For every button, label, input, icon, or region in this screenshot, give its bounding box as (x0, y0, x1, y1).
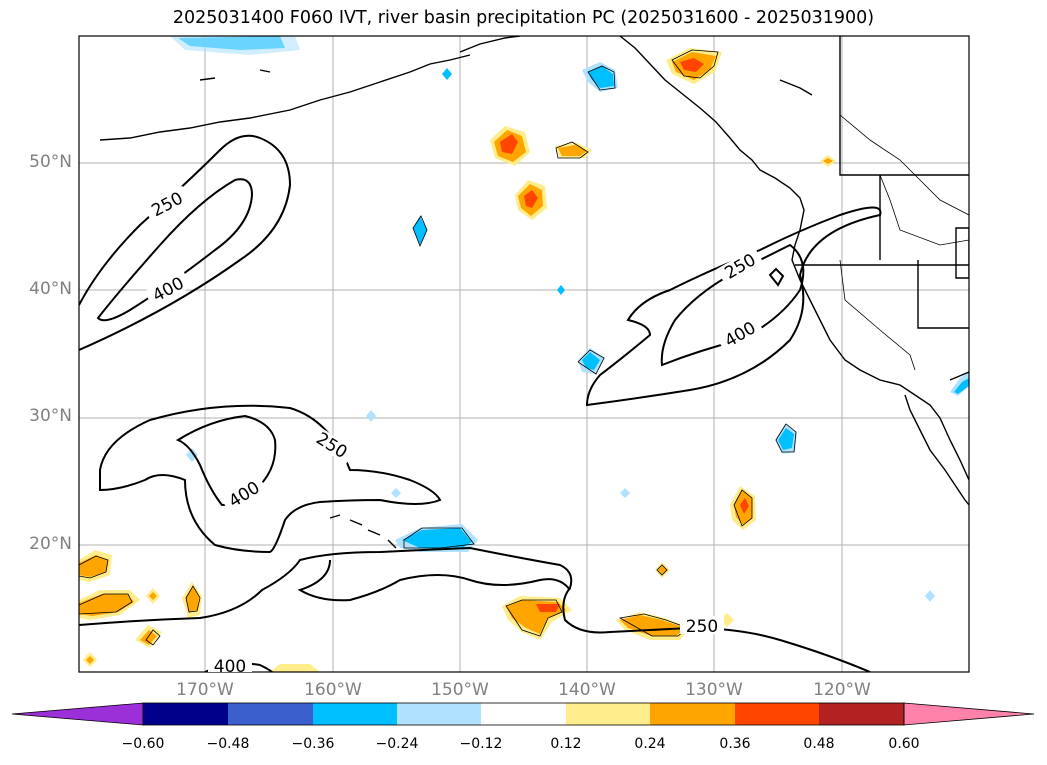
contour-label-7: 400 (214, 657, 246, 677)
lat-label-50n: 50°N (29, 152, 72, 172)
colorbar-tick-1: −0.60 (121, 736, 165, 752)
map-title: 2025031400 F060 IVT, river basin precipi… (172, 8, 875, 28)
colorbar (11, 702, 1035, 726)
colorbar-tick-8: 0.36 (719, 736, 751, 752)
colorbar-band-7 (650, 703, 735, 725)
colorbar-tick-6: 0.12 (550, 736, 582, 752)
map-area (79, 36, 969, 672)
colorbar-band-3 (313, 703, 397, 725)
lon-label-120w: 120°W (813, 680, 871, 700)
colorbar-band-6 (566, 703, 650, 725)
colorbar-tick-5: −0.12 (459, 736, 503, 752)
lon-label-170w: 170°W (176, 680, 234, 700)
contour-labels: 250 400 250 400 250 400 400 250 (143, 185, 764, 677)
colorbar-tick-4: −0.24 (375, 736, 419, 752)
lat-label-20n: 20°N (29, 534, 72, 554)
state-borders (839, 114, 969, 371)
coastlines (99, 36, 969, 549)
contour-label-8: 250 (686, 617, 718, 637)
gridlines (79, 36, 969, 672)
plot-frame (78, 35, 970, 673)
lon-label-140w: 140°W (558, 680, 616, 700)
colorbar-tick-3: −0.36 (291, 736, 335, 752)
lon-label-160w: 160°W (304, 680, 362, 700)
lat-label-40n: 40°N (29, 279, 72, 299)
colorbar-tick-10: 0.60 (888, 736, 920, 752)
colorbar-band-4 (397, 703, 481, 725)
precipitation-outlines (79, 49, 797, 646)
lon-label-150w: 150°W (431, 680, 489, 700)
colorbar-tick-7: 0.24 (634, 736, 666, 752)
colorbar-tick-9: 0.48 (803, 736, 835, 752)
colorbar-band-5 (481, 703, 566, 725)
colorbar-band-9 (819, 703, 904, 725)
lat-label-30n: 30°N (29, 406, 72, 426)
colorbar-band-2 (228, 703, 313, 725)
lon-label-130w: 130°W (685, 680, 743, 700)
colorbar-over-arrow (903, 702, 1035, 726)
colorbar-tick-2: −0.48 (206, 736, 250, 752)
precipitation-fill (79, 36, 969, 672)
colorbar-band-1 (143, 703, 228, 725)
ivt-contours (79, 134, 882, 672)
colorbar-under-arrow (11, 702, 144, 726)
colorbar-band-8 (735, 703, 819, 725)
